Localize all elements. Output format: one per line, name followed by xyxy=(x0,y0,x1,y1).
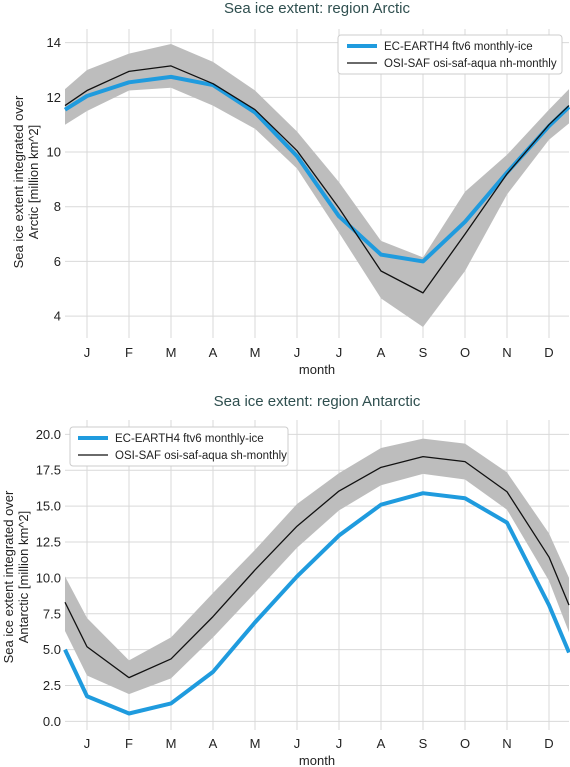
antarctic-y-tick-0: 0.0 xyxy=(43,714,61,729)
antarctic-legend-model-label: EC-EARTH4 ftv6 monthly-ice xyxy=(115,433,264,445)
arctic-x-tick-1: F xyxy=(125,345,133,360)
arctic-y-axis-label-line1: Sea ice extent integrated over xyxy=(11,95,26,268)
antarctic-series-lines xyxy=(63,455,570,716)
arctic-x-tick-8: S xyxy=(419,345,428,360)
antarctic-range-band xyxy=(65,438,569,695)
arctic-y-tick-1: 6 xyxy=(54,254,61,269)
arctic-x-tick-7: A xyxy=(377,345,386,360)
antarctic-x-tick-2: M xyxy=(166,736,177,751)
antarctic-x-tick-7: A xyxy=(377,736,386,751)
arctic-gridlines xyxy=(65,29,569,338)
antarctic-x-tick-11: D xyxy=(544,736,553,751)
arctic-x-axis-label: month xyxy=(299,362,335,377)
arctic-y-tick-2: 8 xyxy=(54,199,61,214)
arctic-x-tick-6: J xyxy=(336,345,343,360)
antarctic-series-obs-line xyxy=(64,455,570,679)
antarctic-y-ticks: 0.0 2.5 5.0 7.5 10.0 12.5 15.0 17.5 20.0 xyxy=(36,427,61,729)
antarctic-y-axis-label: Sea ice extent integrated over Antarctic… xyxy=(1,490,31,663)
antarctic-y-tick-7: 17.5 xyxy=(36,463,61,478)
arctic-legend-model-label: EC-EARTH4 ftv6 monthly-ice xyxy=(384,41,533,53)
arctic-legend-obs-label: OSI-SAF osi-saf-aqua nh-monthly xyxy=(384,58,557,70)
arctic-panel: Sea ice extent: region Arctic 468101214 … xyxy=(11,0,570,377)
antarctic-y-tick-4: 10.0 xyxy=(36,570,61,585)
antarctic-y-tick-3: 7.5 xyxy=(43,606,61,621)
antarctic-x-tick-5: J xyxy=(294,736,301,751)
antarctic-x-axis-label: month xyxy=(299,753,335,767)
antarctic-x-tick-0: J xyxy=(84,736,91,751)
antarctic-band-polygon xyxy=(65,438,569,695)
arctic-x-tick-9: O xyxy=(460,345,470,360)
antarctic-y-axis-label-line1: Sea ice extent integrated over xyxy=(1,490,16,663)
antarctic-y-axis-label-line2: Antarctic [million km^2] xyxy=(16,511,31,644)
antarctic-y-tick-6: 15.0 xyxy=(36,499,61,514)
arctic-series-lines xyxy=(63,65,570,294)
antarctic-x-tick-1: F xyxy=(125,736,133,751)
arctic-x-tick-10: N xyxy=(502,345,511,360)
antarctic-legend: EC-EARTH4 ftv6 monthly-ice OSI-SAF osi-s… xyxy=(69,426,289,467)
arctic-x-tick-4: M xyxy=(250,345,261,360)
antarctic-legend-obs-label: OSI-SAF osi-saf-aqua sh-monthly xyxy=(115,450,287,462)
arctic-y-axis-label: Sea ice extent integrated over Arctic [m… xyxy=(11,95,41,268)
antarctic-y-tick-1: 2.5 xyxy=(43,678,61,693)
antarctic-x-tick-6: J xyxy=(336,736,343,751)
antarctic-y-tick-5: 12.5 xyxy=(36,534,61,549)
arctic-series-obs-line xyxy=(64,65,570,294)
arctic-chart-title: Sea ice extent: region Arctic xyxy=(224,0,410,17)
arctic-x-tick-3: A xyxy=(209,345,218,360)
antarctic-x-tick-10: N xyxy=(502,736,511,751)
antarctic-chart-title: Sea ice extent: region Antarctic xyxy=(214,393,421,410)
arctic-y-tick-5: 14 xyxy=(47,35,61,50)
arctic-legend: EC-EARTH4 ftv6 monthly-ice OSI-SAF osi-s… xyxy=(337,34,563,75)
antarctic-x-tick-8: S xyxy=(419,736,428,751)
antarctic-x-tick-4: M xyxy=(250,736,261,751)
antarctic-y-tick-2: 5.0 xyxy=(43,642,61,657)
arctic-y-axis-label-line2: Arctic [million km^2] xyxy=(26,125,41,239)
arctic-x-tick-2: M xyxy=(166,345,177,360)
arctic-y-tick-0: 4 xyxy=(54,309,61,324)
arctic-x-tick-5: J xyxy=(294,345,301,360)
antarctic-x-tick-3: A xyxy=(209,736,218,751)
arctic-y-tick-3: 10 xyxy=(47,145,61,160)
arctic-x-tick-0: J xyxy=(84,345,91,360)
antarctic-x-tick-9: O xyxy=(460,736,470,751)
arctic-series-model-line xyxy=(63,74,570,264)
arctic-x-tick-11: D xyxy=(544,345,553,360)
antarctic-series-model-line xyxy=(63,491,570,716)
antarctic-y-tick-8: 20.0 xyxy=(36,427,61,442)
arctic-y-tick-4: 12 xyxy=(47,90,61,105)
arctic-y-ticks: 4 6 8 10 12 14 xyxy=(47,35,61,323)
antarctic-legend-box xyxy=(69,426,289,467)
arctic-legend-box xyxy=(337,34,563,75)
antarctic-panel: Sea ice extent: region Antarctic 0.0 2.5 5… xyxy=(1,393,570,767)
